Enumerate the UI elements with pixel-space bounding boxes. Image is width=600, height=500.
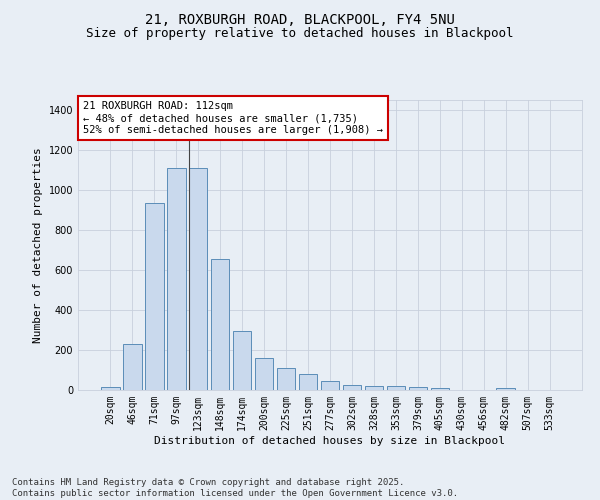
- Bar: [386, 386, 405, 390]
- Text: Contains HM Land Registry data © Crown copyright and database right 2025.
Contai: Contains HM Land Registry data © Crown c…: [12, 478, 458, 498]
- Bar: [233, 331, 251, 390]
- Text: 21, ROXBURGH ROAD, BLACKPOOL, FY4 5NU: 21, ROXBURGH ROAD, BLACKPOOL, FY4 5NU: [145, 12, 455, 26]
- Text: Size of property relative to detached houses in Blackpool: Size of property relative to detached ho…: [86, 28, 514, 40]
- Bar: [145, 203, 164, 390]
- Bar: [101, 387, 119, 390]
- Bar: [167, 168, 185, 390]
- Bar: [255, 358, 274, 390]
- Bar: [496, 388, 515, 390]
- Bar: [343, 385, 361, 390]
- Bar: [320, 381, 340, 390]
- Y-axis label: Number of detached properties: Number of detached properties: [33, 147, 43, 343]
- Bar: [277, 368, 295, 390]
- Bar: [189, 168, 208, 390]
- Bar: [123, 344, 142, 390]
- Bar: [409, 387, 427, 390]
- X-axis label: Distribution of detached houses by size in Blackpool: Distribution of detached houses by size …: [155, 436, 505, 446]
- Bar: [365, 386, 383, 390]
- Bar: [211, 259, 229, 390]
- Text: 21 ROXBURGH ROAD: 112sqm
← 48% of detached houses are smaller (1,735)
52% of sem: 21 ROXBURGH ROAD: 112sqm ← 48% of detach…: [83, 102, 383, 134]
- Bar: [431, 388, 449, 390]
- Bar: [299, 374, 317, 390]
